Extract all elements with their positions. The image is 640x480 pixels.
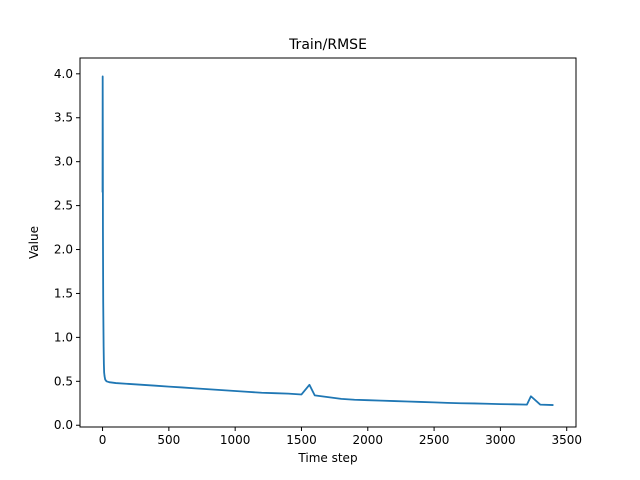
x-tick-label: 3500	[551, 433, 582, 447]
x-axis-label: Time step	[297, 451, 357, 465]
x-tick-label: 0	[99, 433, 107, 447]
y-tick-label: 0.5	[54, 374, 73, 388]
x-tick-label: 500	[157, 433, 180, 447]
plot-area	[79, 57, 577, 428]
y-tick-label: 1.0	[54, 330, 73, 344]
series-line	[101, 75, 554, 406]
y-tick-label: 0.0	[54, 418, 73, 432]
axes-frame	[79, 57, 577, 428]
x-tick-label: 2000	[353, 433, 384, 447]
x-axis-ticks: 0 500 1000 1500 2000 2500 3000 3500	[99, 427, 582, 447]
x-tick-label: 3000	[485, 433, 516, 447]
y-tick-label: 2.0	[54, 243, 73, 257]
y-axis-label: Value	[27, 226, 41, 259]
y-tick-label: 2.5	[54, 199, 73, 213]
y-tick-label: 4.0	[54, 67, 73, 81]
chart-title: Train/RMSE	[288, 37, 367, 53]
x-tick-label: 2500	[419, 433, 450, 447]
x-tick-label: 1500	[286, 433, 317, 447]
y-tick-label: 3.0	[54, 155, 73, 169]
y-tick-label: 3.5	[54, 111, 73, 125]
y-axis-ticks: 0.0 0.5 1.0 1.5 2.0 2.5 3.0 3.5 4.0	[54, 67, 80, 432]
y-tick-label: 1.5	[54, 286, 73, 300]
x-tick-label: 1000	[220, 433, 251, 447]
